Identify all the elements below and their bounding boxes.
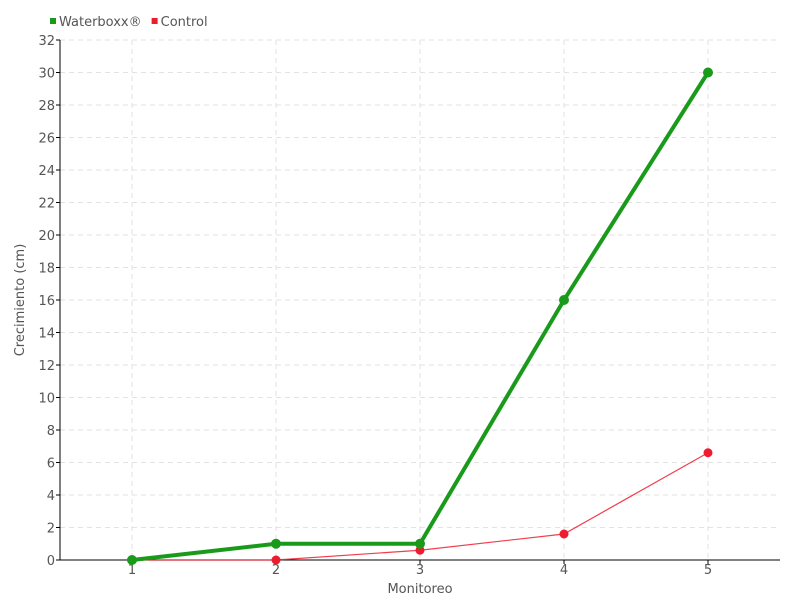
y-tick-label: 30 [38,67,55,82]
y-tick-label: 0 [47,554,55,569]
data-point [127,555,137,565]
y-axis-label: Crecimiento (cm) [13,244,28,357]
x-tick-label: 5 [704,563,712,578]
y-tick-label: 10 [38,392,55,407]
data-point [415,538,425,549]
legend: Waterboxx® Control [50,15,208,30]
legend-label: Control [161,15,208,30]
grid [60,39,780,560]
y-tick-label: 2 [47,522,55,537]
y-tick-label: 18 [38,262,55,277]
y-tick-label: 8 [47,424,55,439]
y-tick-label: 14 [38,327,55,342]
series [127,67,713,565]
data-point [703,448,713,458]
data-point [559,295,569,305]
x-tick-label: 2 [272,563,280,578]
legend-swatch [151,18,158,24]
series-line-0 [131,71,710,562]
x-tick-label: 1 [128,563,136,578]
legend-swatch [50,18,56,24]
data-point [703,67,713,78]
y-tick-label: 22 [38,197,55,212]
y-tick-label: 4 [47,489,55,504]
y-tick-label: 26 [38,132,55,147]
y-tick-label: 16 [38,294,55,309]
y-tick-label: 32 [38,34,55,49]
y-tick-label: 24 [38,164,55,179]
y-tick-label: 20 [38,229,55,244]
x-tick-label: 4 [560,563,568,578]
x-tick-label: 3 [416,563,424,578]
data-point [559,529,569,539]
y-tick-label: 28 [38,99,55,114]
y-tick-label: 12 [38,359,55,374]
x-axis-label: Monitoreo [387,582,452,597]
data-point [271,538,281,549]
data-point [271,555,281,565]
y-tick-label: 6 [47,457,55,472]
legend-label: Waterboxx® [59,15,142,30]
